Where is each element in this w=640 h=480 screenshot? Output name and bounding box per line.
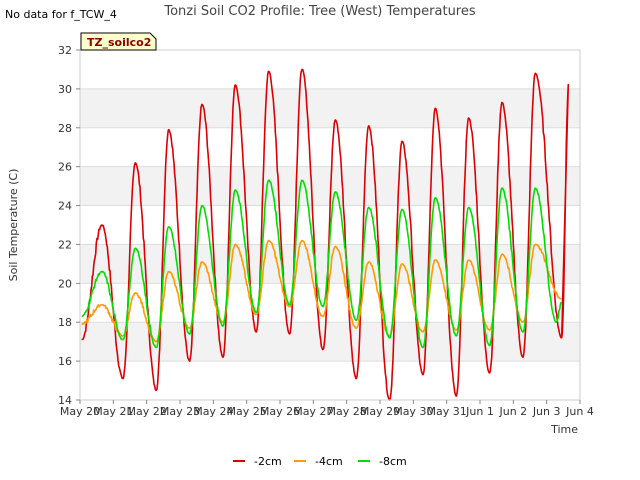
x-tick-label: May 26 xyxy=(260,405,300,418)
x-tick-label: Jun 2 xyxy=(498,405,527,418)
x-tick-label: May 30 xyxy=(393,405,433,418)
tag-box-shape xyxy=(80,32,157,51)
y-tick-label: 24 xyxy=(58,200,72,213)
x-tick-label: May 28 xyxy=(327,405,367,418)
series-layer xyxy=(81,68,570,401)
x-tick-label: Jun 1 xyxy=(465,405,494,418)
legend: -2cm -4cm -8cm xyxy=(233,455,407,468)
y-tick-label: 28 xyxy=(58,122,72,135)
y-tick-label: 22 xyxy=(58,238,72,251)
y-tick-label: 26 xyxy=(58,161,72,174)
x-tick-label: May 29 xyxy=(360,405,400,418)
y-tick-label: 32 xyxy=(58,44,72,57)
x-tick-label: Jun 3 xyxy=(532,405,561,418)
band-18-20 xyxy=(80,283,580,323)
y-axis-label: Soil Temperature (C) xyxy=(7,169,20,282)
legend-label: -8cm xyxy=(379,455,407,468)
x-tick-label: May 24 xyxy=(193,405,233,418)
x-tick-label: May 23 xyxy=(160,405,200,418)
series-line--8cm xyxy=(81,179,562,349)
band-26-28 xyxy=(80,127,580,167)
tag-box: TZ_soilco2 xyxy=(80,32,157,51)
x-tick-label: May 31 xyxy=(427,405,467,418)
series-line--2cm xyxy=(81,68,570,401)
legend-label: -4cm xyxy=(315,455,343,468)
band-14-16 xyxy=(80,361,580,400)
band-30-32 xyxy=(80,50,580,89)
y-tick-label: 16 xyxy=(58,355,72,368)
y-tick-label: 20 xyxy=(58,277,72,290)
band-28-30 xyxy=(80,88,580,128)
tag-label: TZ_soilco2 xyxy=(87,36,151,49)
y-tick-label: 30 xyxy=(58,83,72,96)
legend-label: -2cm xyxy=(254,455,282,468)
band-16-18 xyxy=(80,322,580,362)
y-axis-ticks: 14 16 18 20 22 24 26 28 30 32 xyxy=(58,44,80,407)
y-tick-label: 14 xyxy=(58,394,72,407)
y-tick-label: 18 xyxy=(58,316,72,329)
x-tick-label: May 21 xyxy=(93,405,133,418)
x-axis-label: Time xyxy=(550,423,578,436)
x-tick-label: May 20 xyxy=(60,405,100,418)
x-tick-label: Jun 4 xyxy=(565,405,594,418)
x-tick-label: May 22 xyxy=(127,405,167,418)
x-tick-label: May 27 xyxy=(293,405,333,418)
no-data-note: No data for f_TCW_4 xyxy=(5,8,117,21)
x-tick-label: May 25 xyxy=(227,405,267,418)
plot-frame xyxy=(79,49,581,401)
chart-title: Tonzi Soil CO2 Profile: Tree (West) Temp… xyxy=(163,4,476,19)
